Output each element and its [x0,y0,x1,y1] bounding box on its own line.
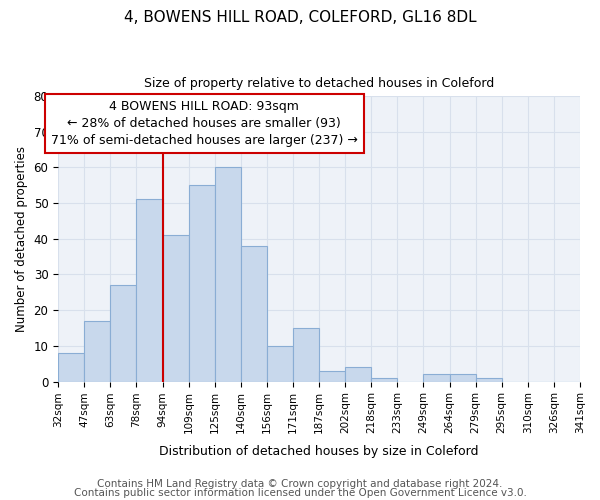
Bar [319,371,345,382]
Bar [267,346,293,382]
Bar [476,378,502,382]
Bar [163,235,188,382]
Bar [136,200,163,382]
Text: Contains public sector information licensed under the Open Government Licence v3: Contains public sector information licen… [74,488,526,498]
Bar [345,368,371,382]
Bar [424,374,449,382]
Bar [293,328,319,382]
Text: Contains HM Land Registry data © Crown copyright and database right 2024.: Contains HM Land Registry data © Crown c… [97,479,503,489]
Bar [215,168,241,382]
Text: 4, BOWENS HILL ROAD, COLEFORD, GL16 8DL: 4, BOWENS HILL ROAD, COLEFORD, GL16 8DL [124,10,476,25]
Bar [371,378,397,382]
X-axis label: Distribution of detached houses by size in Coleford: Distribution of detached houses by size … [160,444,479,458]
Bar [188,185,215,382]
Y-axis label: Number of detached properties: Number of detached properties [15,146,28,332]
Bar [241,246,267,382]
Bar [449,374,476,382]
Title: Size of property relative to detached houses in Coleford: Size of property relative to detached ho… [144,78,494,90]
Bar [84,321,110,382]
Bar [110,285,136,382]
Bar [58,353,84,382]
Text: 4 BOWENS HILL ROAD: 93sqm
← 28% of detached houses are smaller (93)
71% of semi-: 4 BOWENS HILL ROAD: 93sqm ← 28% of detac… [51,100,358,147]
